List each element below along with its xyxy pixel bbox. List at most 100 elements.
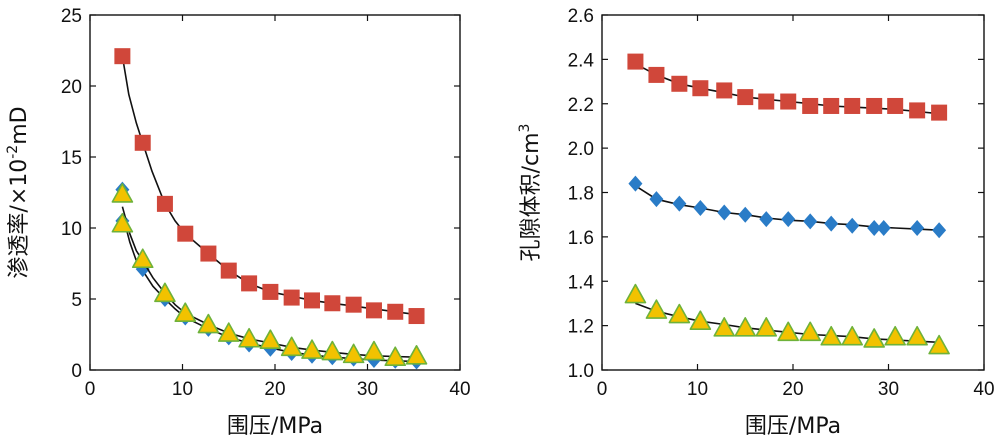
data-point-diamond (932, 222, 947, 239)
data-point-diamond (693, 200, 708, 217)
x-tick-label: 10 (172, 379, 193, 400)
data-point-diamond (876, 220, 891, 236)
data-point-triangle (259, 329, 282, 349)
data-point-diamond (717, 204, 732, 221)
data-point-square (627, 53, 644, 70)
data-point-triangle (841, 325, 864, 346)
data-point-diamond (628, 175, 643, 192)
data-point-triangle (342, 343, 365, 364)
data-point-triangle (863, 328, 885, 348)
x-tick-label: 20 (782, 379, 803, 400)
y-axis-label-main: 渗透率/×10 (7, 159, 32, 279)
x-axis-label: 围压/MPa (227, 414, 323, 439)
data-point-triangle (884, 325, 906, 346)
x-tick-label: 0 (597, 379, 608, 400)
data-point-square (114, 48, 131, 65)
y-tick-label: 15 (61, 148, 82, 169)
data-point-square (200, 245, 217, 262)
y-tick-label: 0 (71, 361, 82, 382)
x-tick-label: 40 (973, 379, 994, 400)
pore-volume-chart: 0 10 20 30 40 1.0 1.2 1.4 1.6 1.8 2.0 2.2 2.4 2.6 围压/M… (517, 6, 995, 439)
data-point-triangle (755, 317, 778, 337)
data-point-triangle (645, 299, 668, 319)
y-tick-label: 2.2 (568, 95, 594, 116)
x-tick-label: 40 (449, 379, 470, 400)
y-tick-label: 20 (61, 77, 82, 98)
data-point-triangle (689, 310, 712, 330)
data-point-square (156, 195, 173, 212)
data-point-square (177, 225, 194, 242)
data-point-square (220, 262, 237, 279)
y-tick-label: 1.8 (568, 184, 594, 205)
data-point-triangle (280, 336, 303, 357)
data-point-square (345, 296, 362, 313)
x-tick-label: 10 (687, 379, 708, 400)
data-point-square (365, 302, 382, 319)
x-tick-label: 30 (357, 379, 378, 400)
data-point-diamond (738, 206, 753, 223)
series-square (114, 48, 425, 325)
data-point-triangle (799, 321, 821, 342)
data-point-square (262, 283, 279, 300)
data-point-diamond (672, 195, 687, 212)
y-tick-label: 1.2 (568, 317, 594, 338)
data-point-square (737, 89, 754, 106)
data-point-triangle (111, 212, 134, 233)
series-triangle (624, 283, 950, 355)
data-point-triangle (405, 344, 428, 365)
x-tick-label: 30 (878, 379, 899, 400)
data-point-diamond (845, 217, 860, 234)
plot-frame (89, 14, 461, 371)
data-point-triangle (668, 303, 691, 324)
y-tick-label: 1.4 (568, 272, 595, 293)
fit-curve (121, 56, 417, 316)
x-tick-label: 0 (85, 379, 96, 400)
x-axis-label: 围压/MPa (745, 414, 841, 439)
data-point-diamond (867, 220, 882, 236)
data-point-square (648, 66, 665, 83)
y-axis-label-main: 孔隙体积/cm (519, 132, 544, 261)
data-point-square (780, 93, 797, 110)
data-point-square (387, 303, 404, 320)
data-point-triangle (131, 248, 154, 269)
y-axis-label-superscript: 3 (517, 124, 533, 133)
permeability-chart: 0 10 20 30 40 0 5 10 15 20 25 围压/MPa 渗透率/×10-2mD (5, 6, 471, 439)
data-point-square (241, 275, 258, 292)
y-tick-label: 1.0 (568, 361, 594, 382)
data-point-triangle (111, 183, 134, 203)
data-point-square (844, 97, 861, 114)
data-point-square (671, 75, 688, 92)
data-point-square (823, 97, 840, 114)
data-point-triangle (777, 321, 800, 342)
data-point-square (408, 308, 425, 325)
y-tick-label: 2.0 (568, 139, 594, 160)
data-point-square (134, 134, 151, 151)
data-point-square (931, 104, 948, 121)
data-point-triangle (363, 340, 385, 361)
data-point-triangle (624, 283, 647, 304)
data-point-square (887, 97, 904, 114)
data-point-diamond (759, 211, 774, 228)
y-axis-label-unit: mD (7, 106, 32, 144)
data-point-triangle (301, 339, 323, 359)
x-tick-label: 20 (264, 379, 285, 400)
data-point-diamond (781, 211, 796, 228)
y-tick-label: 2.6 (568, 6, 594, 27)
data-point-square (324, 295, 341, 312)
data-point-diamond (649, 191, 664, 208)
data-point-triangle (238, 327, 260, 348)
data-point-triangle (713, 317, 736, 337)
data-point-triangle (906, 325, 928, 346)
y-axis-label: 孔隙体积/cm3 (517, 124, 544, 262)
data-point-triangle (321, 340, 344, 361)
data-point-square (304, 292, 320, 309)
data-point-square (802, 97, 819, 114)
series-diamond (628, 175, 947, 239)
data-point-triangle (174, 302, 197, 323)
data-point-triangle (384, 346, 407, 367)
data-point-triangle (928, 334, 950, 355)
data-point-triangle (217, 322, 240, 342)
y-axis-label-superscript: -2 (5, 145, 21, 159)
y-tick-label: 25 (61, 6, 82, 27)
